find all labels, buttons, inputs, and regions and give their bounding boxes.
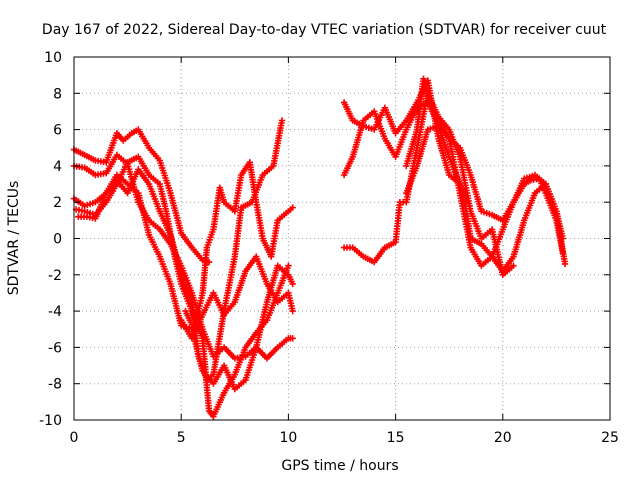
y-tick-label: 8 bbox=[53, 86, 62, 102]
x-tick-label: 10 bbox=[279, 430, 297, 446]
series-track-12 bbox=[403, 122, 566, 275]
series-track-1 bbox=[70, 126, 213, 266]
x-axis-label: GPS time / hours bbox=[281, 458, 398, 474]
y-tick-label: 2 bbox=[53, 195, 62, 211]
data-point bbox=[559, 249, 566, 257]
y-tick-label: 4 bbox=[53, 159, 62, 175]
data-point bbox=[561, 260, 569, 268]
data-point bbox=[510, 262, 517, 269]
y-tick-label: 0 bbox=[53, 232, 62, 248]
series-track-6 bbox=[182, 159, 296, 333]
series-track-7 bbox=[178, 253, 296, 342]
axes-ticks: 0 5 10 15 20 25 -10 -8 -6 -4 -2 0 2 4 6 8 10 bbox=[39, 50, 619, 446]
y-tick-label: -2 bbox=[48, 268, 62, 284]
x-tick-label: 5 bbox=[177, 430, 186, 446]
x-tick-label: 25 bbox=[601, 430, 619, 446]
grid bbox=[74, 57, 610, 420]
y-tick-label: -10 bbox=[39, 413, 62, 429]
x-tick-label: 20 bbox=[494, 430, 512, 446]
data-point bbox=[289, 280, 296, 288]
data-point bbox=[289, 335, 296, 342]
series-track-11 bbox=[403, 75, 566, 269]
y-axis-label: SDTVAR / TECUs bbox=[6, 181, 22, 296]
series-track-8 bbox=[340, 77, 470, 206]
y-tick-label: -6 bbox=[48, 340, 62, 356]
y-tick-label: 10 bbox=[44, 50, 62, 66]
y-tick-label: 6 bbox=[53, 123, 62, 139]
y-tick-label: -4 bbox=[48, 304, 62, 320]
data-point bbox=[285, 262, 292, 269]
data-point bbox=[289, 307, 296, 315]
x-tick-label: 0 bbox=[70, 430, 79, 446]
x-tick-label: 15 bbox=[387, 430, 405, 446]
chart-title: Day 167 of 2022, Sidereal Day-to-day VTE… bbox=[42, 22, 607, 38]
data-point bbox=[289, 204, 296, 211]
data-point bbox=[559, 235, 566, 242]
data-point bbox=[278, 117, 286, 124]
series-line bbox=[342, 92, 515, 277]
y-tick-label: -8 bbox=[48, 377, 62, 393]
series-group bbox=[70, 75, 569, 420]
